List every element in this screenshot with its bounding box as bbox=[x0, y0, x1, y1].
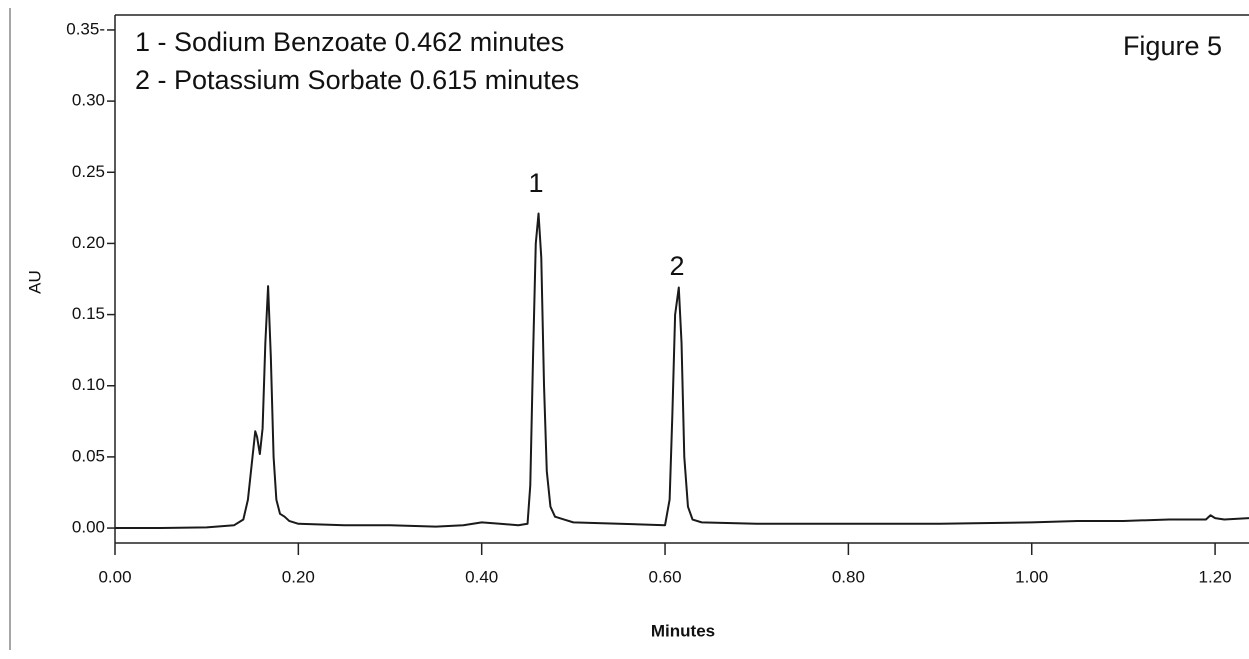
x-tick-label: 0.80 bbox=[832, 567, 865, 586]
y-tick-label: 0.30 bbox=[72, 91, 105, 110]
y-tick-label: 0.35- bbox=[66, 19, 105, 38]
y-tick-label: 0.25 bbox=[72, 162, 105, 181]
x-tick-label: 0.60 bbox=[648, 567, 681, 586]
y-tick-label: 0.10 bbox=[72, 375, 105, 394]
x-tick-label: 0.20 bbox=[282, 567, 315, 586]
y-tick-label: 0.20 bbox=[72, 233, 105, 252]
y-tick-label: 0.05 bbox=[72, 446, 105, 465]
x-tick-label: 1.20 bbox=[1199, 567, 1232, 586]
figure-label: Figure 5 bbox=[1123, 31, 1222, 61]
x-tick-label: 1.00 bbox=[1015, 567, 1048, 586]
y-tick-label: 0.00 bbox=[72, 518, 105, 537]
trace bbox=[115, 212, 1249, 530]
legend-line: 2 - Potassium Sorbate 0.615 minutes bbox=[135, 65, 579, 95]
y-axis-label: AU bbox=[25, 270, 44, 294]
x-tick-label: 0.00 bbox=[98, 567, 131, 586]
legend-line: 1 - Sodium Benzoate 0.462 minutes bbox=[135, 27, 564, 57]
peak-label: 2 bbox=[669, 251, 684, 281]
peak-label: 1 bbox=[528, 168, 543, 198]
x-tick-label: 0.40 bbox=[465, 567, 498, 586]
y-tick-label: 0.15 bbox=[72, 304, 105, 323]
x-axis-label: Minutes bbox=[651, 621, 715, 640]
